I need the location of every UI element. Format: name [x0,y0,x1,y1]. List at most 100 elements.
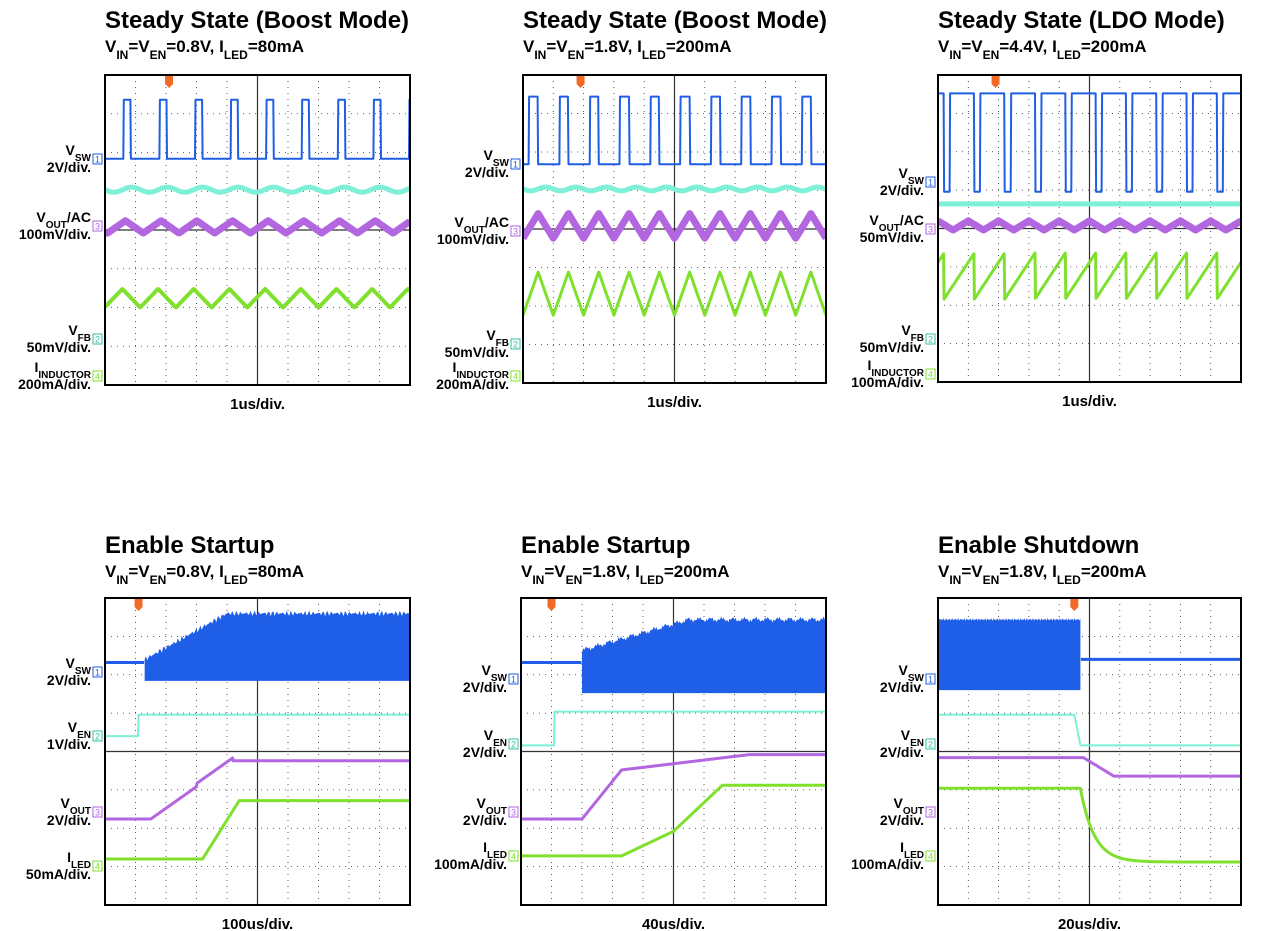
channel-name: VSW [66,142,92,164]
channel-name: VSW [899,662,925,684]
waveform [105,713,410,738]
text-part: =200mA [666,37,732,56]
time-scale: 100us/div. [222,916,293,931]
text-part: FB [496,338,509,349]
text-part: I [900,839,904,855]
text-part: =V [961,562,983,581]
text-part: V [899,662,909,678]
waveform [521,753,826,821]
waveform [521,710,826,747]
channel-marker [510,370,521,382]
channel-number: 1 [511,675,516,685]
channel-name: VOUT/AC [869,212,924,234]
text-part: IN [534,48,546,62]
text-part: EN [910,738,924,749]
text-part: IN [949,573,961,587]
text-part: =V [546,37,568,56]
text-part: EN [150,48,167,62]
text-part: LED [640,573,664,587]
channel-scale: 100mV/div. [437,231,509,247]
trigger-marker [547,599,556,611]
text-part: =200mA [1081,562,1147,581]
text-part: FB [78,333,91,344]
trigger-marker [991,76,1000,88]
channel-scale: 100mA/div. [851,374,924,390]
channel-scale: 2V/div. [463,679,507,695]
text-part: LED [1057,573,1081,587]
channel-marker [925,223,936,235]
screen-border [937,597,1242,906]
text-part: V [938,37,950,56]
waveform-band [144,610,410,681]
text-part: =0.8V, I [166,37,224,56]
screen-border [104,597,411,906]
text-part: LED [1057,48,1081,62]
panel-title: Steady State (LDO Mode) [938,7,1225,34]
channel-marker [510,338,521,350]
scope-panel: Steady State (Boost Mode)VIN=VEN=0.8V, I… [18,7,411,413]
screen-border [937,74,1242,383]
text-part: V [938,562,950,581]
text-part: EN [983,573,1000,587]
channel-scale: 50mV/div. [445,344,509,360]
traces [105,98,410,310]
text-part: =80mA [248,37,304,56]
text-part: =0.8V, I [166,562,224,581]
text-part: EN [566,573,583,587]
traces [521,616,826,858]
text-part: EN [568,48,585,62]
text-part: INDUCTOR [871,368,924,379]
text-part: SW [908,176,925,187]
text-part: V [484,147,494,163]
channel-scale: 2V/div. [47,672,91,688]
channel-number: 1 [513,160,518,170]
text-part: LED [71,860,91,871]
text-part: V [901,727,911,743]
text-part: LED [224,48,248,62]
channel-marker [92,333,103,345]
waveform [105,184,410,195]
text-part: /AC [67,209,91,225]
channel-marker [925,738,936,750]
channel-number: 3 [928,225,933,235]
channel-scale: 2V/div. [465,164,509,180]
text-part: V [61,795,71,811]
channel-scale: 1V/div. [47,736,91,752]
channel-number: 3 [511,808,516,818]
time-scale: 20us/div. [1058,916,1121,931]
panel-subtitle: VIN=VEN=4.4V, ILED=200mA [938,37,1147,62]
text-part: V [486,327,496,343]
waveform [105,98,410,160]
waveform [938,251,1241,301]
channel-scale: 100mA/div. [851,856,924,872]
channel-number: 2 [928,335,933,345]
channel-marker [925,368,936,380]
text-part: LED [642,48,666,62]
channel-marker [92,220,103,232]
channel-marker [92,370,103,382]
text-part: V [68,719,78,735]
text-part: =V [128,37,150,56]
text-part: FB [911,333,924,344]
channel-scale: 50mA/div. [26,866,91,882]
channel-number: 2 [95,335,100,345]
traces [105,610,410,861]
text-part: OUT [70,806,91,817]
text-part: EN [77,730,91,741]
text-part: V [894,795,904,811]
time-scale: 1us/div. [230,396,285,413]
panel-title: Steady State (Boost Mode) [105,7,409,34]
channel-number: 3 [95,222,100,232]
text-part: =1.8V, I [999,562,1057,581]
waveform [521,783,826,858]
text-part: =4.4V, I [999,37,1057,56]
channel-marker [508,806,519,818]
channel-scale: 2V/div. [463,744,507,760]
channel-name: VFB [68,322,91,344]
channel-scale: 2V/div. [880,744,924,760]
channel-number: 3 [95,808,100,818]
channel-scale: 2V/div. [47,812,91,828]
channel-number: 4 [95,862,100,872]
